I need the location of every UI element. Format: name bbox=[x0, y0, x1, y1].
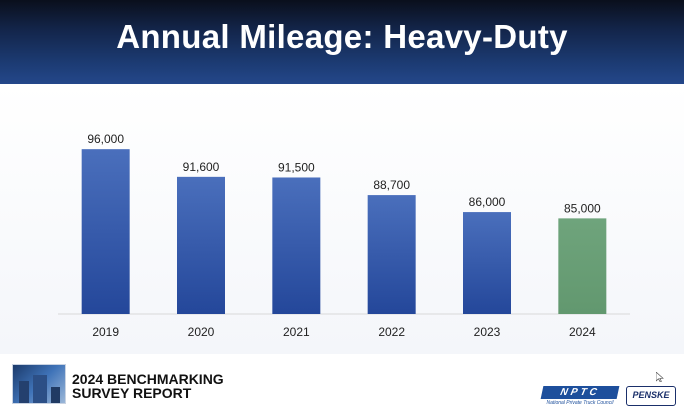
slide-footer: 2024 BENCHMARKING SURVEY REPORT NPTC Nat… bbox=[0, 354, 684, 411]
x-tick-2022: 2022 bbox=[378, 325, 405, 339]
data-label-2023: 86,000 bbox=[469, 195, 506, 209]
slide-title: Annual Mileage: Heavy-Duty bbox=[116, 18, 568, 55]
penske-logo: PENSKE bbox=[626, 386, 676, 406]
data-label-2021: 91,500 bbox=[278, 160, 315, 174]
bar-2020 bbox=[177, 176, 225, 314]
slide-header: Annual Mileage: Heavy-Duty bbox=[0, 0, 684, 84]
bar-chart: 96,000 91,600 91,500 88,700 86,000 85,000 201… bbox=[58, 132, 630, 339]
nptc-logo: NPTC National Private Truck Council bbox=[540, 386, 620, 408]
bar-2022 bbox=[367, 195, 416, 314]
report-title: 2024 BENCHMARKING SURVEY REPORT bbox=[72, 371, 224, 401]
data-label-2019: 96,000 bbox=[87, 132, 124, 146]
bar-2021 bbox=[272, 177, 321, 314]
bar-2023 bbox=[463, 212, 511, 314]
mouse-cursor-icon bbox=[656, 372, 664, 382]
data-label-2024: 85,000 bbox=[564, 201, 601, 215]
data-label-2022: 88,700 bbox=[373, 178, 410, 192]
report-cover-thumbnail bbox=[12, 364, 66, 404]
bars-group bbox=[81, 149, 607, 314]
x-tick-2019: 2019 bbox=[92, 325, 119, 339]
chart-area: 96,000 91,600 91,500 88,700 86,000 85,000 201… bbox=[0, 84, 684, 354]
x-tick-2023: 2023 bbox=[474, 325, 501, 339]
bar-2019 bbox=[81, 149, 130, 314]
x-tick-2024: 2024 bbox=[569, 325, 596, 339]
data-label-2020: 91,600 bbox=[183, 160, 220, 174]
nptc-logo-subtext: National Private Truck Council bbox=[546, 400, 614, 406]
data-labels-group: 96,000 91,600 91,500 88,700 86,000 85,000 bbox=[87, 132, 601, 215]
x-tick-2020: 2020 bbox=[188, 325, 215, 339]
nptc-logo-mark: NPTC bbox=[540, 386, 620, 399]
x-tick-labels-group: 2019 2020 2021 2022 2023 2024 bbox=[92, 325, 596, 339]
x-tick-2021: 2021 bbox=[283, 325, 310, 339]
bar-2024 bbox=[558, 218, 607, 314]
